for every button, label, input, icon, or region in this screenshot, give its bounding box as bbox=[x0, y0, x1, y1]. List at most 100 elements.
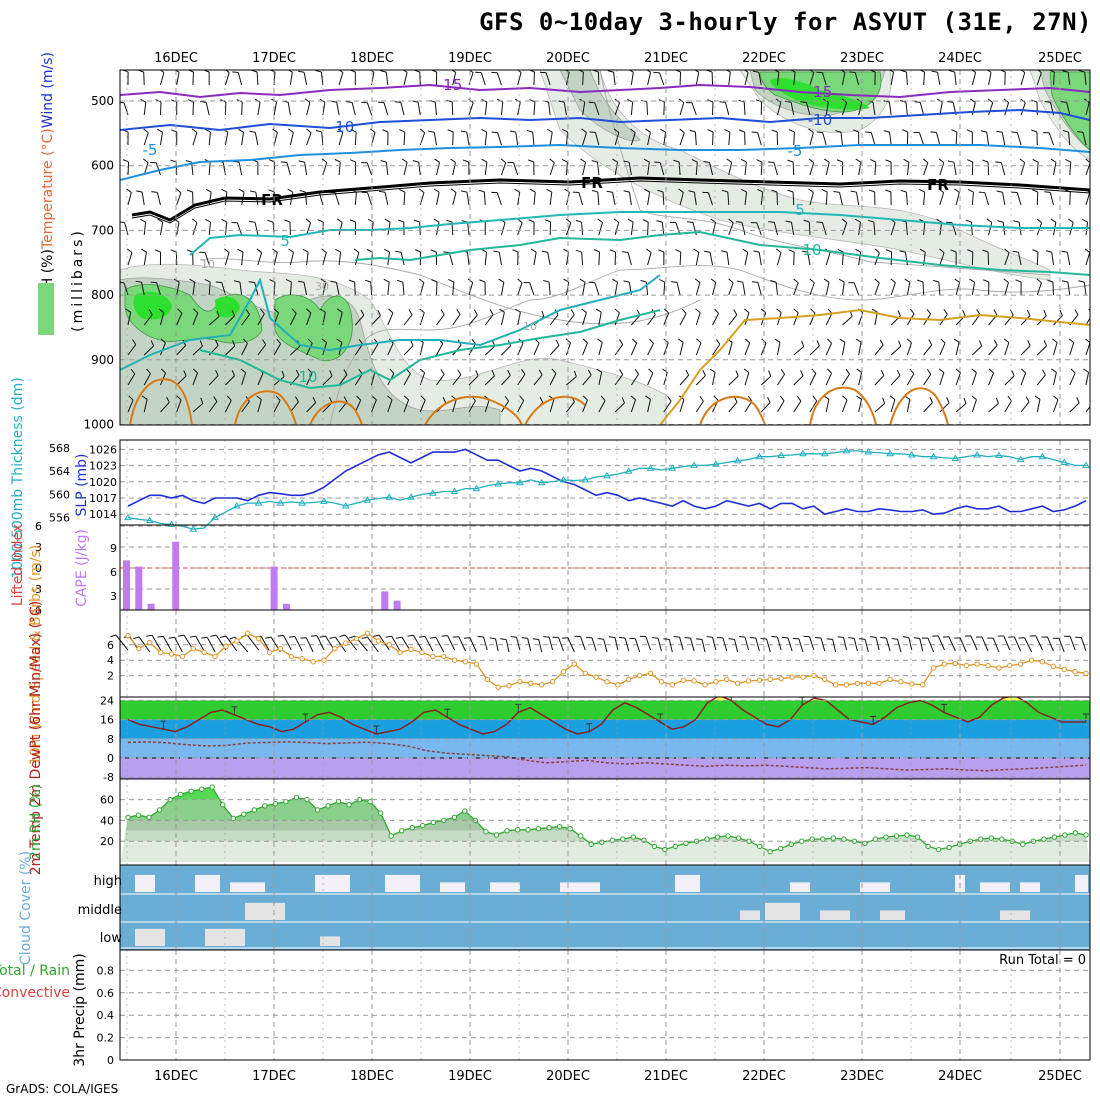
rh-marker bbox=[1072, 830, 1079, 836]
wind-barb-upper bbox=[614, 402, 625, 413]
wind-barb-upper bbox=[549, 132, 553, 146]
wind-barb-upper bbox=[192, 403, 204, 413]
wind-barb-upper bbox=[159, 312, 165, 326]
wind-barb-upper-flag bbox=[299, 189, 306, 193]
thickness-marker bbox=[167, 520, 176, 528]
wind-barb-upper bbox=[160, 402, 170, 413]
wind-barb-upper bbox=[647, 252, 652, 266]
wind10-barb bbox=[527, 638, 532, 652]
wind-barb-upper bbox=[241, 252, 244, 266]
wind10-barb bbox=[495, 638, 499, 652]
top-date-label: 16DEC bbox=[154, 51, 198, 66]
wind-barb-upper-flag bbox=[442, 397, 447, 403]
wind-barb-upper bbox=[192, 101, 195, 116]
wind-barb-upper-flag bbox=[456, 309, 461, 315]
wind10-marker bbox=[985, 662, 991, 669]
wind-barb-upper-flag bbox=[1088, 308, 1090, 312]
wind-barb-upper-flag bbox=[645, 395, 651, 400]
wind-barb-upper bbox=[273, 102, 278, 116]
wind-barb-upper bbox=[841, 251, 844, 266]
wind-barb-upper bbox=[273, 281, 276, 296]
wind-barb-upper bbox=[517, 400, 525, 413]
wind-barb-upper-flag bbox=[549, 158, 555, 164]
wind-barb-upper-flag bbox=[551, 368, 557, 374]
wind10-barb-flag bbox=[706, 636, 713, 638]
wind-barb-upper-flag bbox=[597, 218, 603, 223]
wind-barb-upper-flag bbox=[403, 395, 409, 401]
wind-barb-upper-flag bbox=[980, 130, 987, 133]
wind-barb-upper-flag bbox=[291, 308, 297, 314]
wind-barb-upper-flag bbox=[546, 128, 553, 133]
wind-barb-upper bbox=[582, 342, 588, 356]
wind-barb-upper bbox=[224, 72, 230, 86]
thickness-marker bbox=[581, 475, 590, 483]
wind-barb-upper bbox=[532, 132, 535, 146]
rh-marker bbox=[672, 843, 679, 850]
wind-barb-upper-flag bbox=[946, 397, 950, 404]
rh-marker bbox=[799, 838, 805, 844]
wind-barb-upper-flag bbox=[213, 396, 218, 402]
wind-tick-label: 4 bbox=[107, 654, 114, 667]
wind-barb-upper-flag bbox=[150, 340, 155, 347]
wind-barb-upper-flag bbox=[413, 219, 420, 223]
rh-shade-light bbox=[539, 70, 1051, 281]
cloud-block bbox=[790, 882, 810, 892]
bottom-date-label: 20DEC bbox=[546, 1069, 590, 1084]
wind-barb-upper bbox=[614, 374, 624, 386]
wind10-barb bbox=[174, 637, 183, 653]
wind-barb-upper-flag bbox=[812, 395, 818, 402]
wind-barb-upper-flag bbox=[591, 189, 598, 193]
wind-barb-upper bbox=[192, 222, 198, 236]
wind10-marker bbox=[811, 672, 817, 679]
wind10-marker bbox=[1050, 663, 1057, 670]
wind-barb-upper bbox=[695, 312, 701, 326]
wind10-barb-flag bbox=[859, 638, 866, 640]
wind-barb-upper-flag bbox=[885, 159, 892, 163]
wind-barb-upper bbox=[143, 71, 145, 86]
wind-barb-upper-flag bbox=[649, 338, 654, 344]
upper-clip bbox=[120, 70, 1090, 425]
wind-barb-upper-flag bbox=[225, 70, 230, 73]
wind-barb-upper bbox=[727, 191, 730, 206]
wind-barb-upper-flag bbox=[358, 338, 363, 345]
wind-barb-upper-flag bbox=[867, 219, 875, 223]
wind-barb-upper-flag bbox=[232, 71, 239, 73]
wind-barb-upper-flag bbox=[607, 70, 614, 73]
wind10-marker bbox=[832, 682, 839, 688]
wind10-barb bbox=[195, 636, 205, 652]
wind-barb-upper bbox=[756, 222, 762, 236]
wind-barb-upper-flag bbox=[248, 281, 255, 283]
wind-barb-upper-flag bbox=[519, 395, 525, 401]
wind10-barb-flag bbox=[210, 634, 217, 637]
wind-barb-upper-flag bbox=[919, 248, 926, 253]
wind10-marker bbox=[560, 669, 567, 675]
upper-ytick-label: 700 bbox=[91, 223, 114, 237]
wind-barb-upper bbox=[647, 72, 652, 86]
wind-barb-upper bbox=[204, 252, 210, 266]
temperature-contour bbox=[199, 309, 661, 390]
wind-barb-upper bbox=[793, 282, 799, 296]
wind-frame bbox=[119, 609, 1091, 698]
wind-barb-upper-flag bbox=[275, 395, 281, 401]
wind-barb-upper bbox=[484, 345, 496, 356]
wind10-barb-flag bbox=[597, 638, 604, 640]
wind-barb-upper-flag bbox=[343, 396, 348, 403]
wind-barb-upper-flag bbox=[679, 128, 685, 134]
wind-barb-upper-flag bbox=[743, 368, 750, 373]
rh-marker bbox=[209, 784, 215, 790]
top-date-label: 17DEC bbox=[252, 51, 296, 66]
wind-barb-upper-flag bbox=[771, 129, 778, 133]
wind-barb-upper bbox=[371, 343, 379, 356]
wind-barb-upper bbox=[630, 373, 640, 386]
wind-barb-upper bbox=[937, 72, 941, 86]
wind-barb-upper-flag bbox=[788, 129, 795, 133]
wind-barb-upper-flag bbox=[657, 189, 664, 193]
thickness-marker bbox=[385, 493, 394, 500]
wind10-barb bbox=[908, 637, 913, 651]
wind-barb-upper bbox=[1068, 132, 1071, 146]
wind-barb-upper bbox=[257, 344, 267, 356]
wind-barb-upper bbox=[254, 132, 259, 146]
li-tick-label: 6 bbox=[35, 520, 42, 533]
thickness-marker bbox=[690, 461, 698, 468]
wind10-marker bbox=[495, 684, 501, 690]
